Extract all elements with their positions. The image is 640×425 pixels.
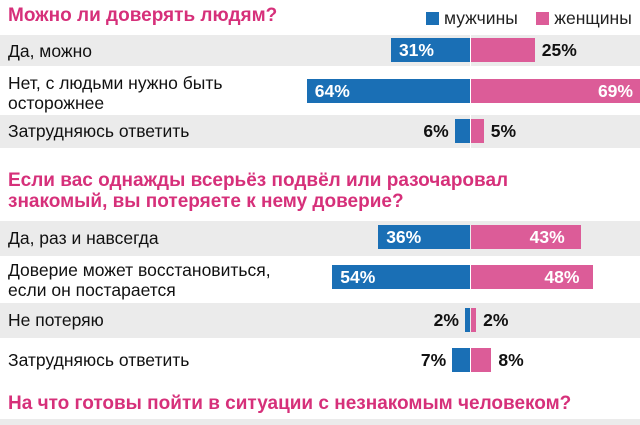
- value-label-male: 31%: [398, 40, 434, 60]
- value-label-male: 54%: [340, 267, 376, 287]
- chart-2-category-2: Не потеряю: [8, 310, 104, 330]
- value-label-female: 69%: [597, 81, 633, 101]
- center-divider: [470, 35, 471, 148]
- row-band: [0, 115, 640, 148]
- bar-male: [452, 348, 470, 372]
- legend-female-swatch: [536, 12, 550, 25]
- value-label-male: 36%: [386, 227, 422, 247]
- chart-2-category-1: Доверие может восстановиться, если он по…: [8, 260, 271, 300]
- value-label-female: 5%: [490, 121, 517, 141]
- chart-1-category-1: Нет, с людьми нужно быть осторожнее: [8, 73, 223, 113]
- value-label-male: 2%: [433, 310, 459, 330]
- legend-female-label: женщины: [554, 8, 632, 28]
- value-label-female: 8%: [498, 350, 524, 370]
- row-band: [0, 419, 640, 425]
- bar-male: [378, 225, 470, 249]
- chart-2-title: Если вас однажды всерьёз подвёл или разо…: [8, 170, 509, 212]
- legend-male-swatch: [426, 12, 439, 25]
- value-label-female: 43%: [529, 227, 565, 247]
- chart-1-category-0: Да, можно: [8, 41, 92, 61]
- chart-2-category-0: Да, раз и навсегда: [8, 228, 159, 248]
- value-label-male: 7%: [420, 350, 447, 370]
- chart-1-title: Можно ли доверять людям?: [8, 5, 278, 26]
- legend: мужчины женщины: [426, 8, 632, 29]
- value-label-male: 6%: [423, 121, 449, 141]
- bar-female: [471, 79, 640, 103]
- chart-2-category-3: Затрудняюсь ответить: [8, 350, 190, 370]
- bar-male: [306, 79, 470, 103]
- bar-female: [471, 38, 535, 62]
- chart-1-category-2: Затрудняюсь ответить: [8, 121, 190, 141]
- value-label-female: 25%: [541, 40, 577, 60]
- bar-male: [464, 308, 470, 332]
- bar-female: [471, 308, 477, 332]
- bar-female: [471, 265, 594, 289]
- bar-male: [390, 38, 470, 62]
- bar-female: [471, 225, 581, 249]
- chart-3-title: На что готовы пойти в ситуации с незнако…: [8, 393, 572, 414]
- bar-male: [332, 265, 470, 289]
- bar-female: [471, 348, 492, 372]
- legend-male-label: мужчины: [444, 8, 518, 28]
- value-label-female: 48%: [544, 267, 580, 287]
- bar-female: [471, 119, 484, 143]
- value-label-female: 2%: [483, 310, 509, 330]
- value-label-male: 64%: [314, 81, 350, 101]
- bar-male: [454, 119, 470, 143]
- row-band: [0, 303, 640, 338]
